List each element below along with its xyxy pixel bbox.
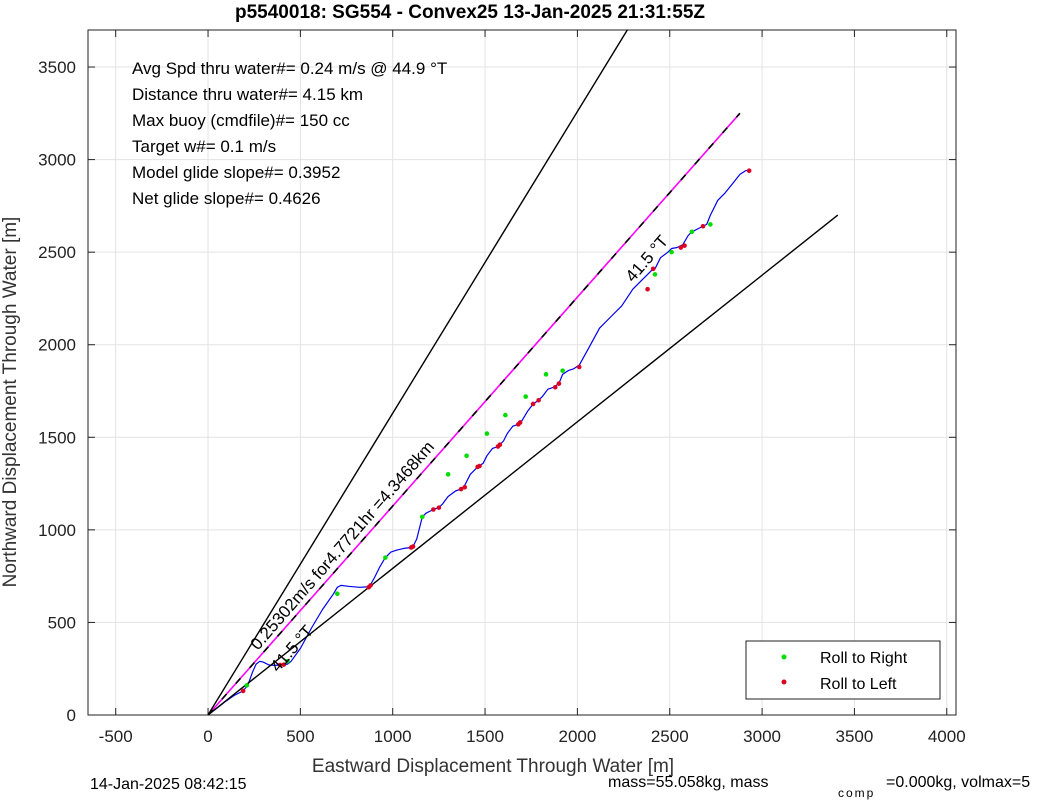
x-tick-label: 3500 xyxy=(836,727,874,746)
legend: Roll to Right Roll to Left xyxy=(745,640,941,700)
roll-left-point xyxy=(410,544,416,549)
roll-left-point xyxy=(645,286,650,292)
roll-left-point xyxy=(536,397,541,403)
roll-right-point xyxy=(523,394,528,399)
course-line-dashed xyxy=(207,112,741,716)
roll-right-point xyxy=(689,229,695,235)
footer-timestamp: 14-Jan-2025 08:42:15 xyxy=(90,776,247,793)
roll-left-point xyxy=(576,364,582,370)
roll-right-point xyxy=(383,555,388,560)
roll-right-point xyxy=(484,431,490,436)
roll-left-point xyxy=(700,223,706,229)
legend-label-roll-right: Roll to Right xyxy=(820,650,908,667)
plot-frame xyxy=(87,29,957,716)
chart-title: p5540018: SG554 - Convex25 13-Jan-2025 2… xyxy=(235,2,705,23)
y-axis-label: Northward Displacement Through Water [m] xyxy=(0,217,21,588)
x-tick-label: 2000 xyxy=(558,727,596,746)
heading-annotation-upper: 41.5 °T xyxy=(622,232,672,286)
roll-left-point xyxy=(436,505,442,510)
x-tick-label: 2500 xyxy=(651,727,689,746)
footer-mass-sub: comp xyxy=(838,786,875,800)
roll-left-point xyxy=(462,484,468,490)
roll-right-point xyxy=(285,659,290,664)
x-tick-label: -500 xyxy=(99,727,133,746)
legend-marker-roll-right xyxy=(781,654,787,660)
axis-ticks: -500 0 500 1000 1500 2000 2500 3000 3500 4000 0 500… xyxy=(38,30,966,746)
roll-right-point xyxy=(652,272,658,277)
info-line-target-w: Target w#= 0.1 m/s xyxy=(132,137,276,156)
x-axis-label: Eastward Displacement Through Water [m] xyxy=(312,756,674,777)
series-lines xyxy=(207,29,839,716)
roll-left-point xyxy=(368,583,373,588)
info-line-net-glide: Net glide slope#= 0.4626 xyxy=(132,189,321,208)
lower-bound-line xyxy=(207,214,839,716)
roll-right-point xyxy=(419,514,425,520)
y-tick-label: 3000 xyxy=(38,151,76,170)
footer-volmax: =0.000kg, volmax=5 xyxy=(886,774,1030,791)
roll-right-point xyxy=(669,249,674,255)
y-tick-label: 2000 xyxy=(38,336,76,355)
info-block: Avg Spd thru water#= 0.24 m/s @ 44.9 °T … xyxy=(132,59,447,208)
roll-right-point xyxy=(708,222,713,227)
legend-label-roll-left: Roll to Left xyxy=(820,676,897,693)
roll-left-point xyxy=(240,688,246,694)
roll-left-point xyxy=(477,463,482,469)
info-line-model-glide: Model glide slope#= 0.3952 xyxy=(132,163,340,182)
roll-left-point xyxy=(517,420,523,425)
x-tick-label: 500 xyxy=(286,727,314,746)
course-annotation: 0.25302m/s for4.7721hr =4.3468km xyxy=(247,438,438,654)
roll-right-point xyxy=(503,412,508,418)
x-tick-label: 1000 xyxy=(374,727,412,746)
x-tick-label: 4000 xyxy=(928,727,966,746)
roll-left-point xyxy=(458,486,464,492)
x-tick-label: 0 xyxy=(203,727,212,746)
roll-right-point xyxy=(335,591,340,597)
roll-left-point xyxy=(277,662,283,668)
x-tick-label: 1500 xyxy=(466,727,504,746)
info-line-avg-speed: Avg Spd thru water#= 0.24 m/s @ 44.9 °T xyxy=(132,59,447,78)
roll-left-point xyxy=(552,385,558,390)
y-tick-label: 3500 xyxy=(38,58,76,77)
roll-left-point xyxy=(497,442,503,448)
roll-left-point xyxy=(682,243,687,248)
y-tick-label: 1000 xyxy=(38,521,76,540)
roll-left-point xyxy=(281,662,287,667)
footer-mass: mass=55.058kg, mass xyxy=(608,774,769,791)
roll-left-point xyxy=(678,245,684,250)
upper-bound-line xyxy=(207,29,628,716)
roll-left-point xyxy=(746,168,752,174)
roll-left-point xyxy=(556,381,562,386)
roll-right-point xyxy=(464,453,469,459)
roll-right-point xyxy=(244,683,250,688)
roll-right-point xyxy=(560,368,565,373)
y-tick-label: 500 xyxy=(48,613,76,632)
info-line-max-buoy: Max buoy (cmdfile)#= 150 cc xyxy=(132,111,350,130)
info-line-distance: Distance thru water#= 4.15 km xyxy=(132,85,363,104)
roll-right-point xyxy=(543,372,549,377)
series-points xyxy=(240,168,752,694)
y-tick-label: 0 xyxy=(67,706,76,725)
legend-marker-roll-left xyxy=(781,679,787,685)
legend-box xyxy=(745,640,941,700)
x-tick-label: 3000 xyxy=(743,727,781,746)
roll-left-point xyxy=(431,507,436,512)
roll-left-point xyxy=(530,401,536,407)
y-tick-label: 2500 xyxy=(38,243,76,262)
roll-right-point xyxy=(445,472,451,477)
y-tick-label: 1500 xyxy=(38,428,76,447)
roll-left-point xyxy=(650,266,656,272)
grid xyxy=(88,30,956,716)
